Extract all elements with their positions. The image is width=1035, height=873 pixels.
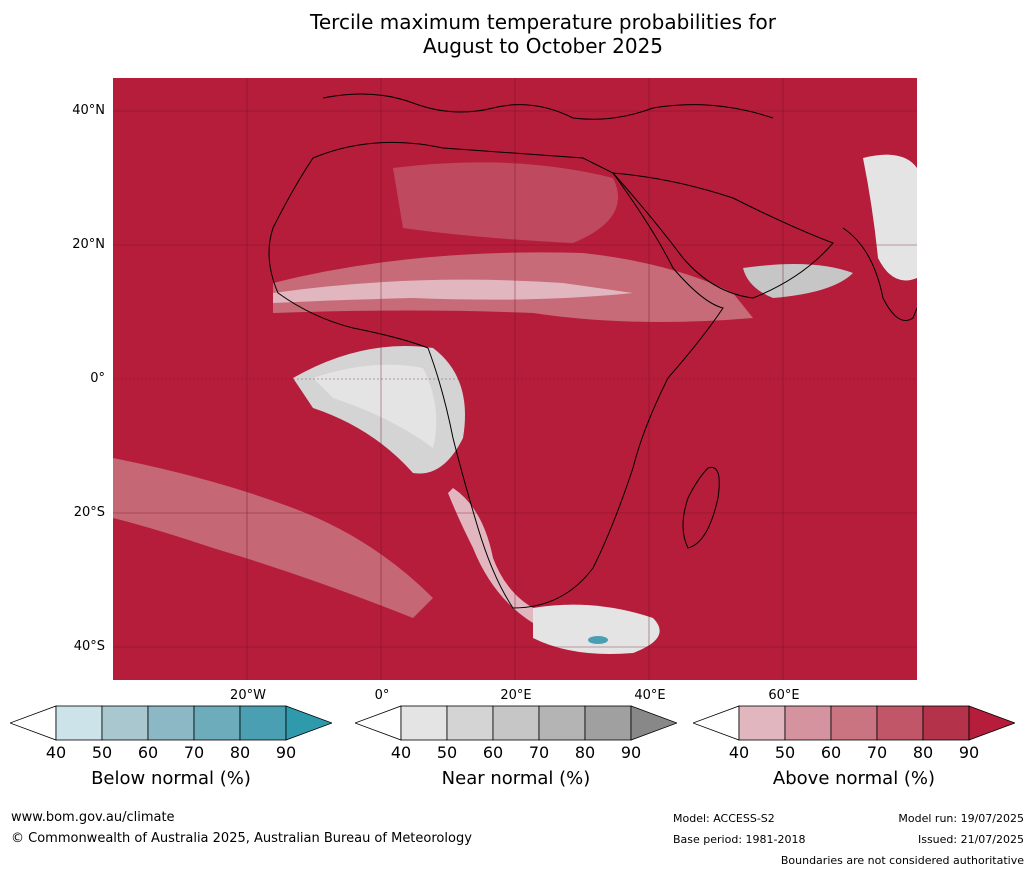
colorbar-segment xyxy=(101,705,149,741)
south-atlantic-band xyxy=(113,458,433,618)
footer-model: Model: ACCESS-S2 xyxy=(673,812,775,825)
europe-coastline xyxy=(322,93,774,120)
colorbar-segment xyxy=(538,705,586,741)
colorbar-tick-label: 60 xyxy=(137,743,159,762)
lat-label-40s: 40°S xyxy=(73,639,105,654)
colorbar-segment xyxy=(446,705,494,741)
colorbar-tick-label: 40 xyxy=(728,743,750,762)
colorbar-segment xyxy=(193,705,241,741)
arabian-sea-near xyxy=(743,264,853,298)
colorbar-above xyxy=(693,705,1015,741)
title-line-1: Tercile maximum temperature probabilitie… xyxy=(310,10,776,34)
colorbar-tick-label: 80 xyxy=(574,743,596,762)
lat-label-20n: 20°N xyxy=(72,237,105,252)
colorbar-tick-label: 70 xyxy=(183,743,205,762)
southern-ocean-blue xyxy=(588,636,608,644)
lon-label-0: 0° xyxy=(374,688,390,703)
colorbar-segment xyxy=(830,705,878,741)
probability-map xyxy=(113,78,917,680)
lat-label-20s: 20°S xyxy=(73,505,105,520)
colorbar-min-extend xyxy=(355,705,402,741)
colorbar-tick-label: 40 xyxy=(390,743,412,762)
colorbar-max-extend xyxy=(630,705,677,741)
southern-ocean-patch xyxy=(533,604,660,654)
footer-issued: Issued: 21/07/2025 xyxy=(917,833,1024,846)
sahara-band xyxy=(393,162,618,243)
colorbar-near-label: Near normal (%) xyxy=(441,768,591,789)
india-near xyxy=(863,154,917,281)
colorbar-tick-label: 50 xyxy=(91,743,113,762)
colorbar-segment xyxy=(147,705,195,741)
colorbar-segment xyxy=(922,705,970,741)
colorbar-near xyxy=(355,705,677,741)
colorbar-segment xyxy=(876,705,924,741)
gulf-guinea-near-light xyxy=(313,364,437,448)
colorbar-segment xyxy=(784,705,832,741)
title-line-2: August to October 2025 xyxy=(422,34,664,58)
colorbar-svg xyxy=(693,705,1015,741)
colorbar-svg xyxy=(10,705,332,741)
lon-label-60e: 60°E xyxy=(768,688,800,703)
lon-label-20e: 20°E xyxy=(500,688,532,703)
colorbar-max-extend xyxy=(285,705,332,741)
colorbar-segment xyxy=(239,705,287,741)
arabia-coastline xyxy=(611,172,834,299)
colorbar-segment xyxy=(492,705,540,741)
sahel-band-light xyxy=(273,279,633,303)
colorbar-svg xyxy=(355,705,677,741)
colorbar-tick-label: 50 xyxy=(436,743,458,762)
colorbar-tick-label: 60 xyxy=(482,743,504,762)
lon-label-40e: 40°E xyxy=(634,688,666,703)
colorbar-tick-label: 90 xyxy=(275,743,297,762)
graticule xyxy=(113,78,917,680)
india-coastline xyxy=(842,227,917,321)
colorbar-segment xyxy=(738,705,786,741)
colorbar-tick-label: 90 xyxy=(620,743,642,762)
map-canvas xyxy=(113,78,917,680)
footer-base-period: Base period: 1981-2018 xyxy=(673,833,806,846)
colorbar-below-label: Below normal (%) xyxy=(91,768,251,789)
footer-disclaimer: Boundaries are not considered authoritat… xyxy=(780,854,1024,867)
colorbar-tick-label: 60 xyxy=(820,743,842,762)
sw-africa-coast xyxy=(448,488,543,623)
madagascar-coastline xyxy=(682,466,720,549)
africa-coastline xyxy=(268,141,724,609)
colorbar-tick-label: 80 xyxy=(229,743,251,762)
colorbar-tick-label: 70 xyxy=(528,743,550,762)
colorbar-segment xyxy=(400,705,448,741)
colorbar-tick-label: 80 xyxy=(912,743,934,762)
lat-label-0: 0° xyxy=(90,371,105,386)
colorbar-tick-label: 40 xyxy=(45,743,67,762)
colorbar-tick-label: 90 xyxy=(958,743,980,762)
colorbar-above-label: Above normal (%) xyxy=(772,768,936,789)
colorbar-min-extend xyxy=(693,705,740,741)
colorbar-min-extend xyxy=(10,705,57,741)
footer-model-run: Model run: 19/07/2025 xyxy=(898,812,1024,825)
map-title: Tercile maximum temperature probabilitie… xyxy=(0,10,1035,58)
lat-label-40n: 40°N xyxy=(72,103,105,118)
lon-label-20w: 20°W xyxy=(230,688,266,703)
footer-website[interactable]: www.bom.gov.au/climate xyxy=(11,810,175,825)
colorbar-segment xyxy=(584,705,632,741)
colorbar-tick-label: 70 xyxy=(866,743,888,762)
colorbar-max-extend xyxy=(968,705,1015,741)
footer-copyright: © Commonwealth of Australia 2025, Austra… xyxy=(11,831,472,846)
colorbar-segment xyxy=(55,705,103,741)
colorbar-below xyxy=(10,705,332,741)
colorbar-tick-label: 50 xyxy=(774,743,796,762)
